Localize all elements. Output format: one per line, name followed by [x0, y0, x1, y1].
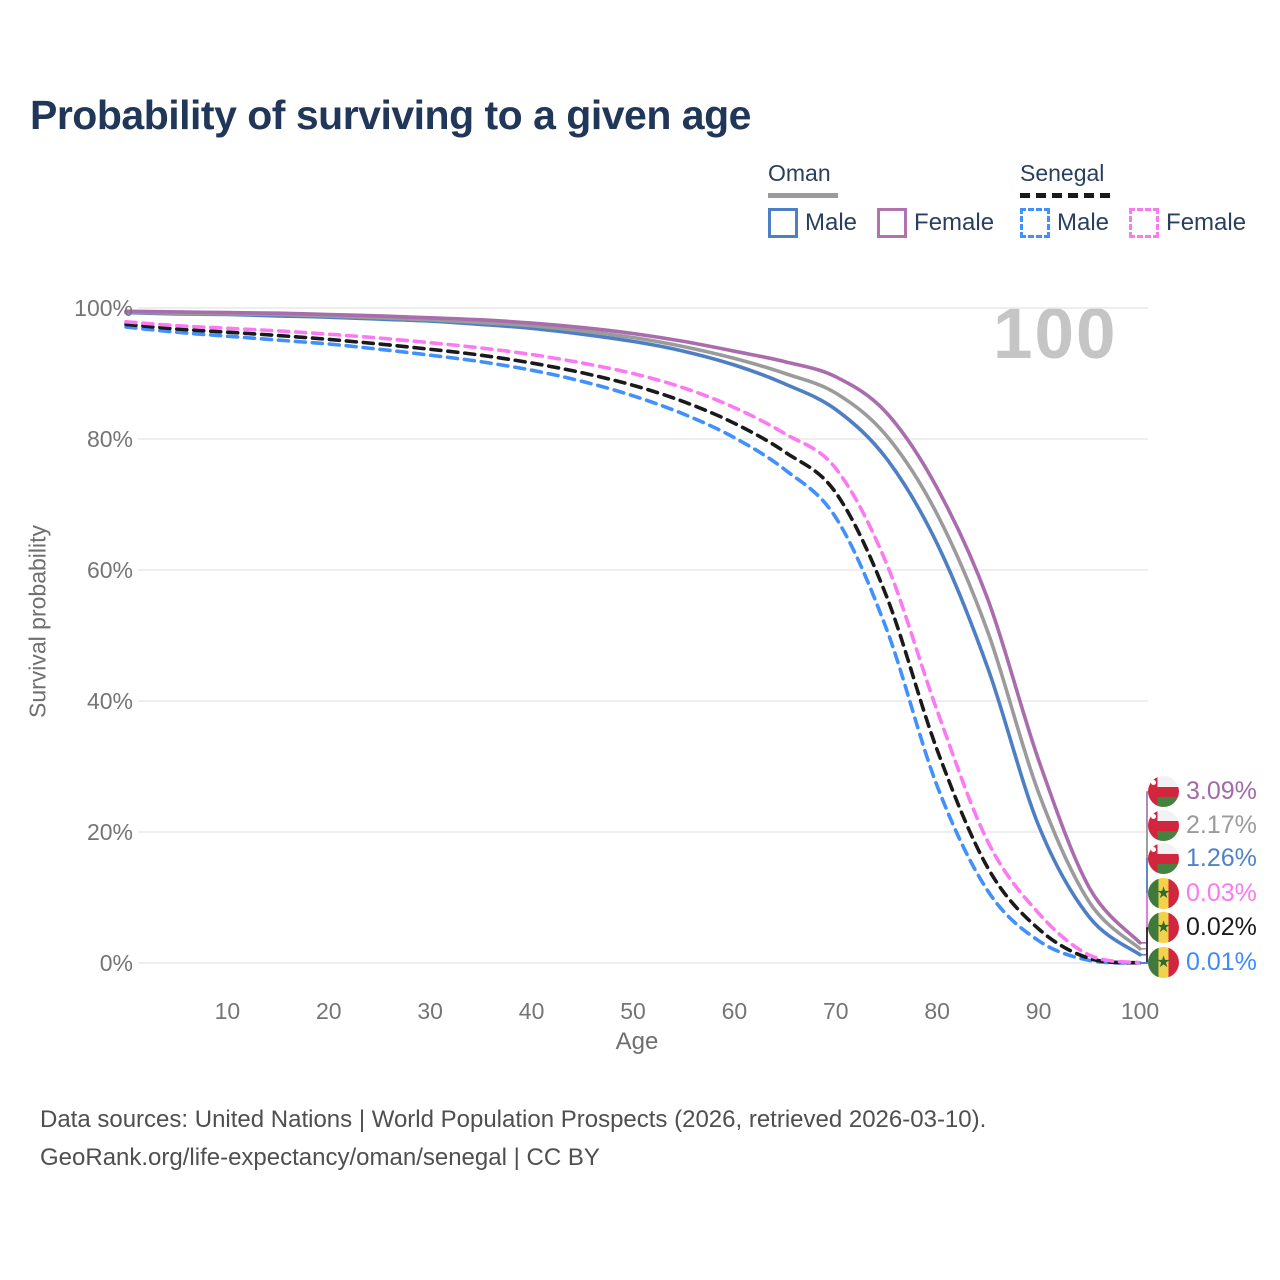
end-value-text: 0.01% [1186, 948, 1257, 976]
legend-swatch-oman-male [768, 208, 798, 238]
y-tick-label: 100% [74, 295, 133, 321]
legend-item-senegal-female[interactable]: Female [1129, 208, 1246, 238]
attribution-note: GeoRank.org/life-expectancy/oman/senegal… [40, 1144, 600, 1171]
x-tick-label: 80 [924, 998, 950, 1024]
end-value-text: 0.03% [1186, 879, 1257, 907]
end-value-text: 2.17% [1186, 811, 1257, 839]
oman-flag-icon [1148, 776, 1179, 807]
legend-group-senegal: Senegal Male Female [1020, 160, 1246, 238]
legend-line-sample-senegal [1020, 193, 1110, 198]
curve-senegal_female[interactable] [124, 320, 1142, 965]
senegal-flag-icon [1148, 878, 1179, 909]
x-tick-label: 50 [620, 998, 646, 1024]
curve-senegal_male[interactable] [124, 325, 1142, 965]
end-label-senegal_male[interactable]: 0.01% [1148, 947, 1257, 978]
curve-oman_both[interactable] [124, 310, 1142, 951]
legend-line-sample-oman [768, 193, 838, 198]
x-tick-label: 70 [823, 998, 849, 1024]
x-tick-label: 30 [417, 998, 443, 1024]
legend-swatch-senegal-male [1020, 208, 1050, 238]
end-label-oman_male[interactable]: 1.26% [1148, 843, 1257, 874]
oman-flag-icon [1148, 810, 1179, 841]
y-tick-label: 60% [86, 557, 133, 583]
data-source-note: Data sources: United Nations | World Pop… [40, 1106, 987, 1133]
end-label-senegal_both[interactable]: 0.02% [1148, 912, 1257, 943]
x-tick-label: 90 [1025, 998, 1052, 1024]
y-tick-label: 0% [99, 950, 133, 976]
end-value-text: 0.02% [1186, 913, 1257, 941]
x-tick-label: 20 [316, 998, 342, 1024]
legend-swatch-oman-female [877, 208, 908, 238]
end-label-senegal_female[interactable]: 0.03% [1148, 878, 1257, 909]
oman-flag-icon [1148, 843, 1179, 874]
legend-item-label: Male [805, 209, 858, 236]
curve-oman_female[interactable] [124, 309, 1142, 945]
senegal-flag-icon [1148, 947, 1179, 978]
legend-item-oman-male[interactable]: Male [768, 208, 857, 238]
legend-item-label: Female [1166, 209, 1247, 236]
page-title: Probability of surviving to a given age [30, 92, 751, 138]
x-tick-label: 100 [1120, 998, 1160, 1024]
y-tick-label: 20% [86, 819, 133, 845]
x-tick-label: 40 [518, 998, 545, 1024]
x-tick-label: 60 [721, 998, 748, 1024]
y-tick-label: 80% [86, 426, 133, 452]
end-label-oman_female[interactable]: 3.09% [1148, 776, 1257, 807]
y-tick-label: 40% [86, 688, 133, 714]
legend-item-senegal-male[interactable]: Male [1020, 208, 1109, 238]
legend-country-label[interactable]: Senegal [1020, 160, 1105, 186]
survival-curves [124, 309, 1142, 965]
legend-country-label[interactable]: Oman [768, 160, 831, 186]
legend-item-label: Female [914, 209, 995, 236]
x-axis-title: Age [615, 1028, 659, 1055]
x-tick-label: 10 [214, 998, 241, 1024]
legend-group-oman: Oman Male Female [768, 160, 994, 238]
curve-senegal_both[interactable] [124, 322, 1142, 965]
gridlines [138, 307, 1148, 964]
end-value-text: 3.09% [1186, 777, 1257, 805]
senegal-flag-icon [1148, 912, 1179, 943]
end-value-text: 1.26% [1186, 844, 1257, 872]
legend-item-oman-female[interactable]: Female [877, 208, 994, 238]
legend-item-label: Male [1057, 209, 1110, 236]
legend-swatch-senegal-female [1129, 208, 1160, 238]
end-label-oman_both[interactable]: 2.17% [1148, 810, 1257, 841]
